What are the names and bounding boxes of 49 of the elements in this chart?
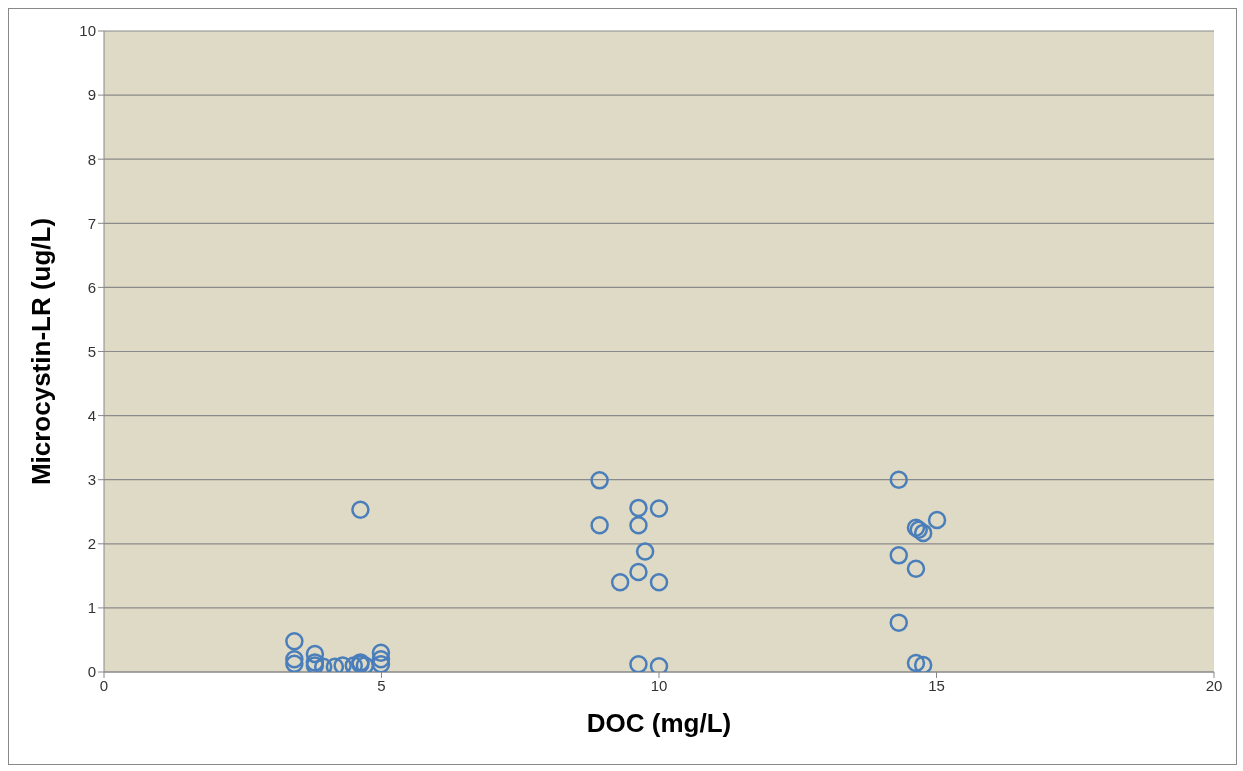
y-tick-label: 0 <box>87 663 96 681</box>
point <box>333 656 352 672</box>
point <box>285 649 304 669</box>
y-tick-label: 6 <box>87 278 96 296</box>
point <box>635 542 655 561</box>
point <box>649 499 669 518</box>
y-tick-label: 9 <box>87 86 96 104</box>
x-tick-label: 10 <box>650 676 668 694</box>
y-tick-label: 5 <box>87 342 96 360</box>
point <box>305 644 325 664</box>
point <box>649 656 669 672</box>
x-axis-title: DOC (mg/L) <box>586 708 732 738</box>
point <box>344 656 363 672</box>
point <box>371 649 391 669</box>
point <box>906 559 926 579</box>
point <box>351 500 370 520</box>
point <box>889 546 909 565</box>
y-tick-label: 4 <box>87 406 96 424</box>
point <box>629 562 648 582</box>
point <box>313 657 333 672</box>
point <box>371 655 391 672</box>
point <box>913 523 933 543</box>
point <box>629 515 648 535</box>
point <box>610 573 630 592</box>
point <box>629 655 648 672</box>
y-tick-label: 1 <box>87 599 96 617</box>
point <box>649 573 669 592</box>
point <box>590 515 609 535</box>
point <box>889 470 909 489</box>
point <box>927 510 947 530</box>
point <box>371 643 391 663</box>
y-tick-label: 3 <box>87 471 96 489</box>
y-tick-label: 8 <box>87 150 96 168</box>
point <box>325 657 345 672</box>
point <box>285 631 304 651</box>
x-tick-label: 15 <box>928 676 945 694</box>
y-tick-label: 7 <box>87 214 96 232</box>
point <box>913 655 933 672</box>
y-tick-label: 10 <box>79 22 96 40</box>
point <box>285 654 304 672</box>
x-tick-label: 0 <box>99 676 109 694</box>
x-tick-label: 5 <box>377 676 386 694</box>
y-tick-label: 2 <box>87 535 96 553</box>
x-tick-label: 20 <box>1205 676 1223 694</box>
point <box>590 471 609 490</box>
point <box>629 498 648 518</box>
point <box>906 653 926 672</box>
point <box>889 613 909 632</box>
y-axis-title: Microcystin-LR (ug/L) <box>26 217 57 486</box>
